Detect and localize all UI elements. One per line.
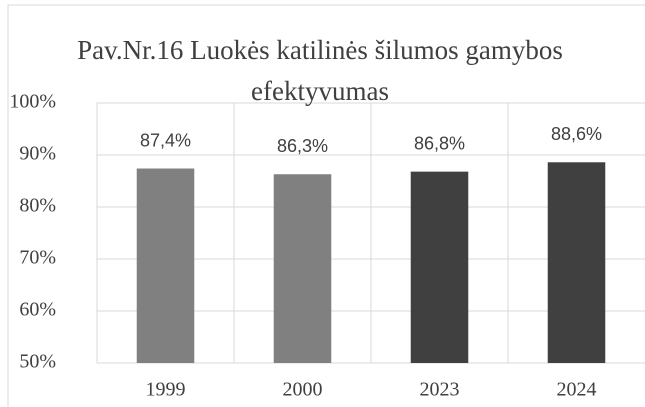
bar bbox=[410, 171, 469, 363]
value-label: 88,6% bbox=[551, 124, 602, 144]
value-label: 87,4% bbox=[140, 130, 191, 150]
chart-title: Pav.Nr.16 Luokės katilinės šilumos gamyb… bbox=[77, 35, 563, 106]
y-tick-label: 100% bbox=[9, 91, 56, 113]
y-tick-label: 70% bbox=[19, 247, 56, 269]
y-tick-label: 90% bbox=[19, 143, 56, 165]
x-tick-label: 1999 bbox=[146, 379, 186, 401]
x-tick-label: 2023 bbox=[420, 379, 460, 401]
x-tick-label: 2024 bbox=[557, 379, 597, 401]
value-label: 86,8% bbox=[414, 133, 465, 153]
value-label: 86,3% bbox=[277, 136, 328, 156]
y-tick-label: 80% bbox=[19, 195, 56, 217]
bar bbox=[547, 162, 606, 363]
bar bbox=[136, 168, 195, 363]
x-tick-label: 2000 bbox=[283, 379, 323, 401]
bar bbox=[273, 174, 332, 363]
y-tick-label: 50% bbox=[19, 351, 56, 373]
y-tick-label: 60% bbox=[19, 299, 56, 321]
chart-frame bbox=[7, 4, 645, 407]
